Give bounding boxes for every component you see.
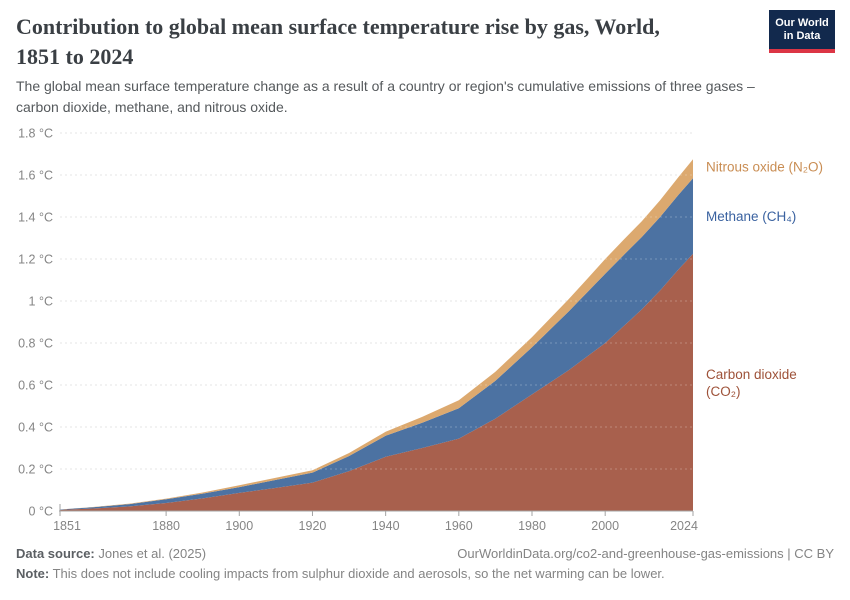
data-source-text: Jones et al. (2025) — [94, 546, 207, 561]
area-ch4[interactable] — [60, 178, 693, 510]
area-co2[interactable] — [60, 253, 693, 512]
note-text: This does not include cooling impacts fr… — [49, 566, 665, 581]
x-axis-label: 1980 — [518, 519, 546, 533]
y-axis-label: 1.8 °C — [18, 127, 53, 141]
x-axis-label: 1960 — [445, 519, 473, 533]
y-axis-label: 0 °C — [29, 505, 53, 519]
chart-subtitle: The global mean surface temperature chan… — [16, 76, 816, 118]
subtitle-line-2: carbon dioxide, methane, and nitrous oxi… — [16, 99, 288, 115]
owid-logo-line-1: Our World — [775, 17, 829, 29]
footer-url[interactable]: OurWorldinData.org/co2-and-greenhouse-ga… — [457, 546, 834, 561]
y-axis-label: 0.2 °C — [18, 463, 53, 477]
y-axis-label: 0.8 °C — [18, 337, 53, 351]
y-axis-label: 1.2 °C — [18, 253, 53, 267]
subtitle-line-1: The global mean surface temperature chan… — [16, 78, 755, 94]
legend-label-co2: Carbon dioxide — [706, 367, 797, 382]
legend-label-ch4: Methane (CH₄) — [706, 209, 796, 224]
x-axis-label: 1940 — [372, 519, 400, 533]
y-axis-label: 1.6 °C — [18, 169, 53, 183]
title-line-2: 1851 to 2024 — [16, 44, 134, 69]
y-axis-label: 0.4 °C — [18, 421, 53, 435]
note-prefix: Note: — [16, 566, 50, 581]
x-axis-label: 1851 — [53, 519, 81, 533]
x-axis-label: 1880 — [152, 519, 180, 533]
footer-source-row: Data source: Jones et al. (2025) OurWorl… — [16, 546, 834, 561]
page-title: Contribution to global mean surface temp… — [16, 12, 761, 72]
title-line-1: Contribution to global mean surface temp… — [16, 14, 660, 39]
x-axis-label: 1900 — [225, 519, 253, 533]
owid-logo-line-2: in Data — [783, 30, 821, 42]
x-axis-label: 2024 — [670, 519, 698, 533]
legend-label-n2o: Nitrous oxide (N₂O) — [706, 159, 823, 174]
data-source-prefix: Data source: — [16, 546, 95, 561]
x-axis-label: 2000 — [591, 519, 619, 533]
y-axis-label: 1.4 °C — [18, 211, 53, 225]
y-axis-label: 1 °C — [29, 295, 53, 309]
legend-label-co2: (CO₂) — [706, 384, 740, 399]
x-axis-label: 1920 — [299, 519, 327, 533]
data-source: Data source: Jones et al. (2025) — [16, 546, 206, 561]
footer-note-row: Note: This does not include cooling impa… — [16, 566, 834, 581]
owid-logo[interactable]: Our World in Data — [769, 10, 835, 53]
y-axis-label: 0.6 °C — [18, 379, 53, 393]
area-n2o[interactable] — [60, 159, 693, 510]
